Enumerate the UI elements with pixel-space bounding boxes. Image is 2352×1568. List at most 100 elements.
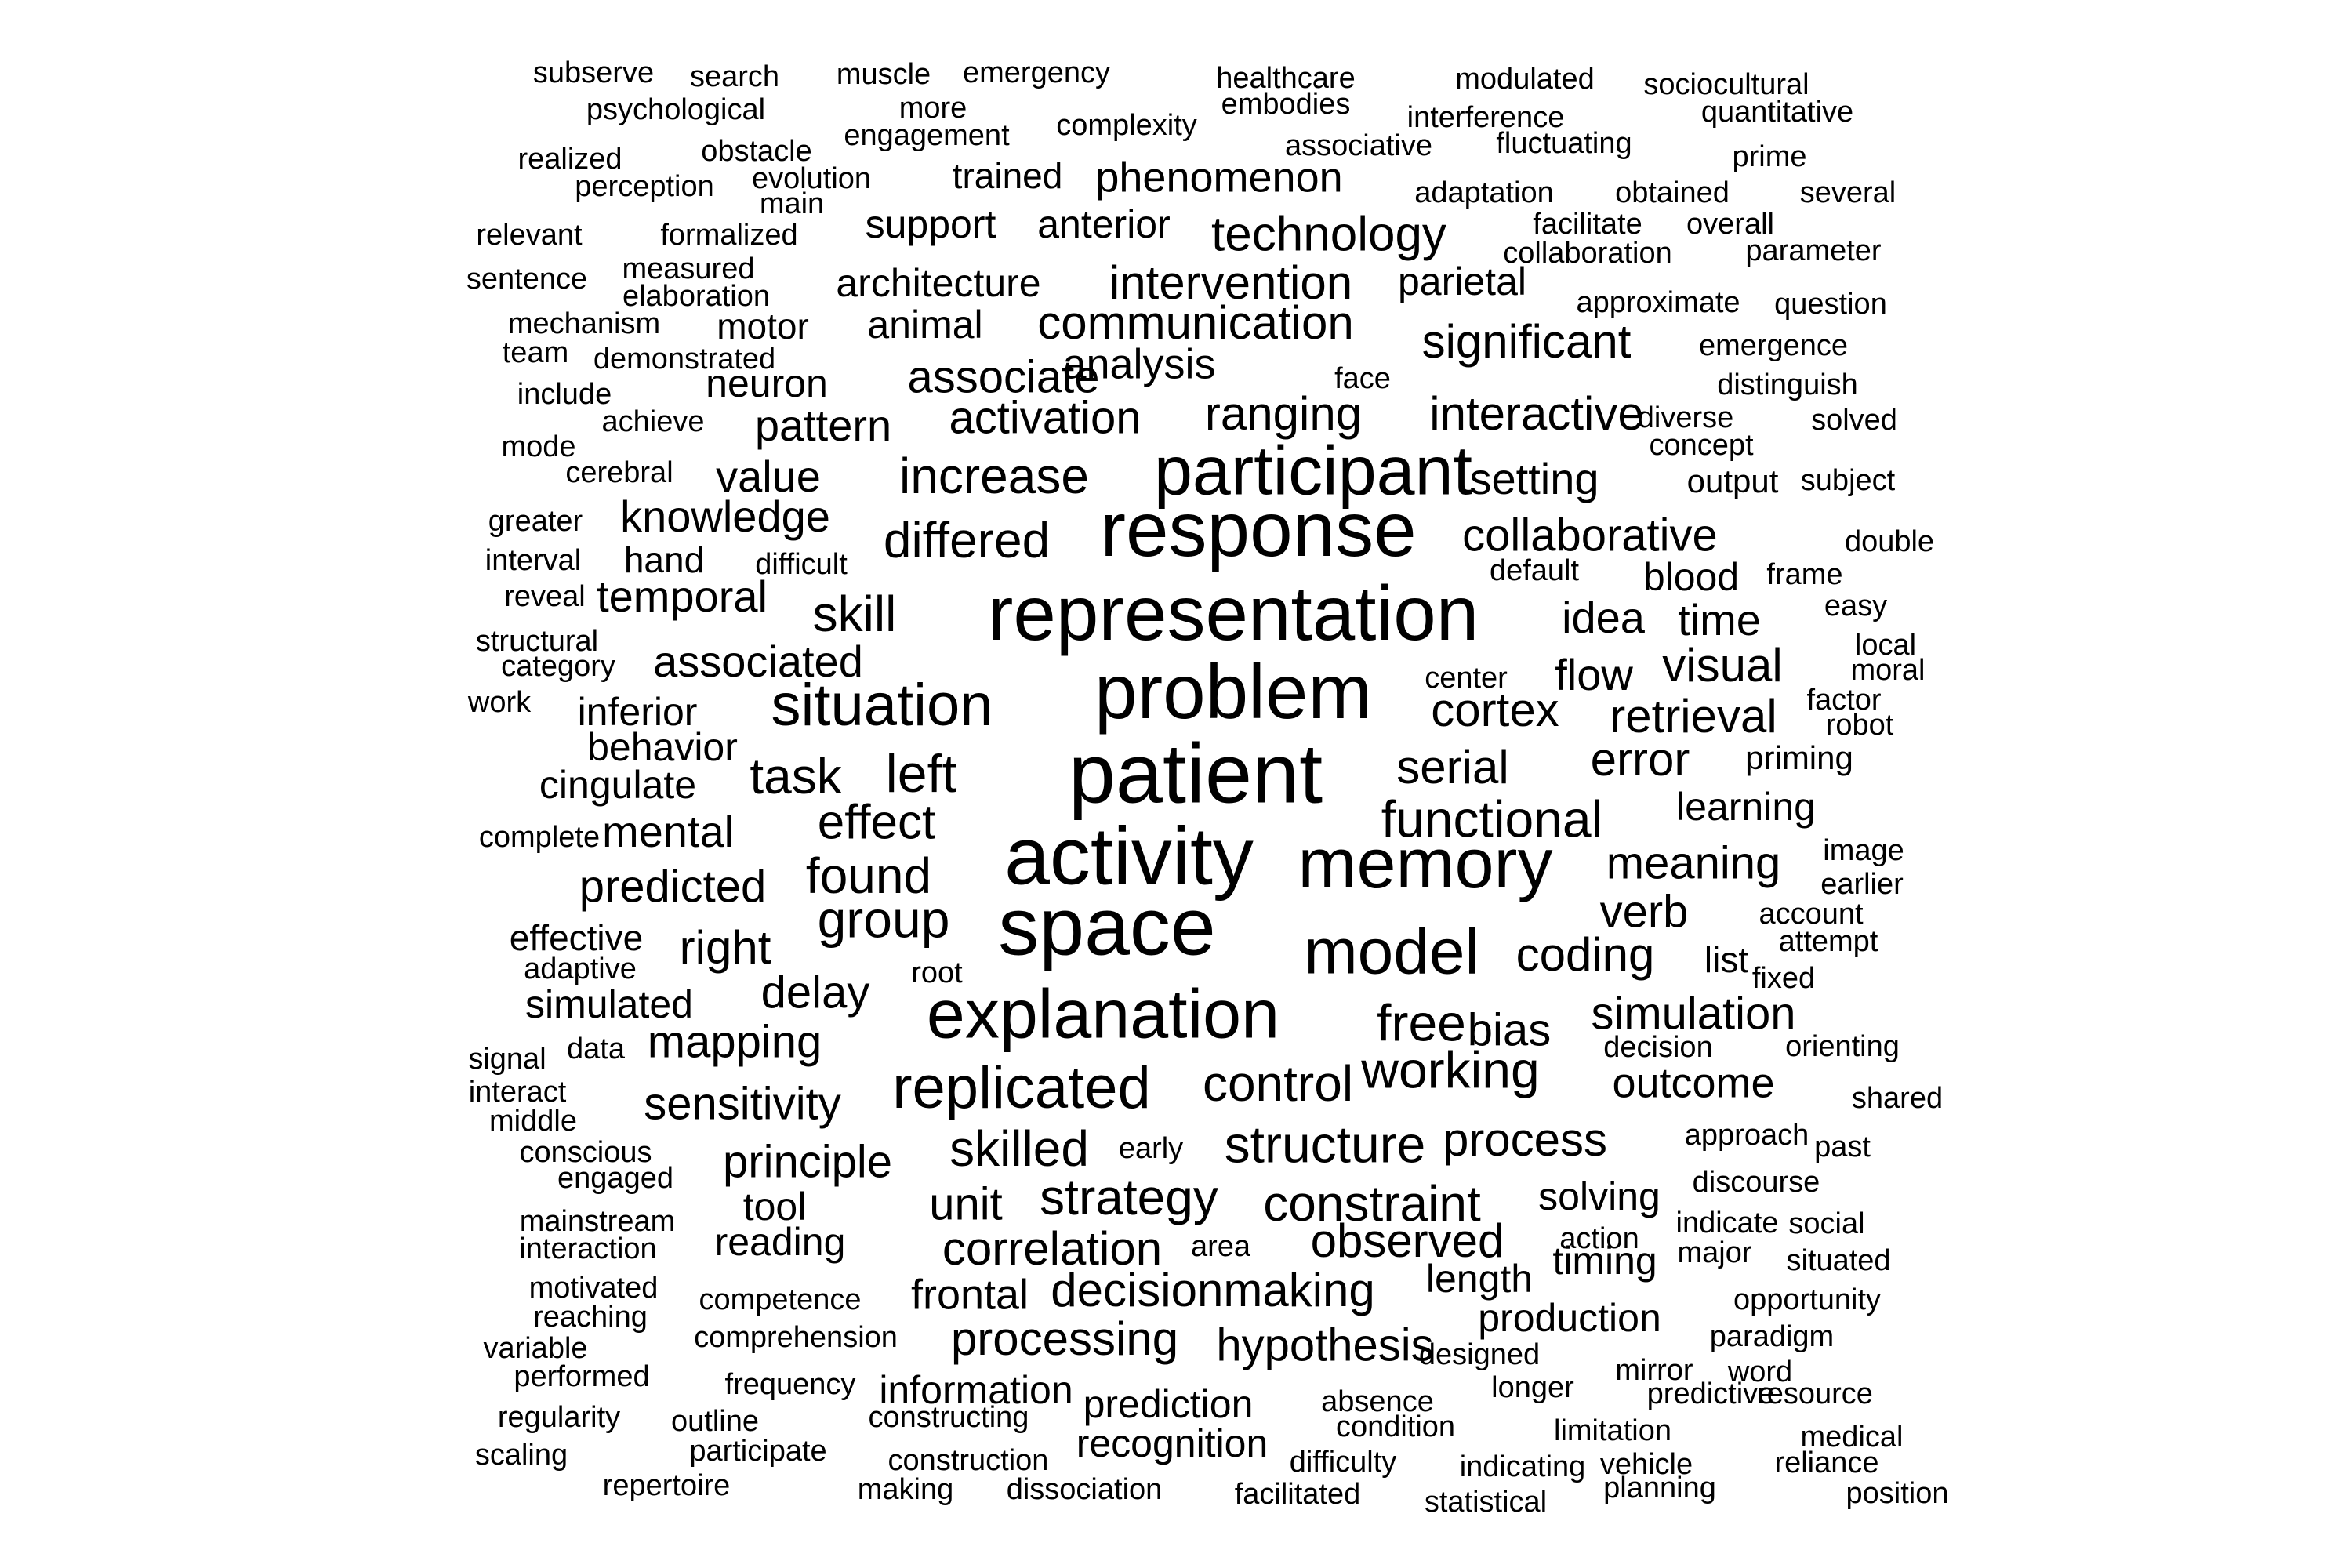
word-early: early bbox=[1119, 1132, 1183, 1165]
word-motor: motor bbox=[717, 306, 809, 347]
word-constructing: constructing bbox=[869, 1401, 1029, 1434]
word-variable: variable bbox=[483, 1332, 587, 1365]
word-structural: structural bbox=[476, 625, 598, 658]
word-frequency: frequency bbox=[725, 1368, 856, 1401]
word-animal: animal bbox=[867, 303, 982, 347]
word-elaboration: elaboration bbox=[622, 280, 770, 313]
word-factor: factor bbox=[1806, 684, 1881, 717]
word-bias: bias bbox=[1468, 1004, 1551, 1055]
word-processing: processing bbox=[951, 1312, 1178, 1365]
word-motivated: motivated bbox=[529, 1272, 659, 1305]
word-sociocultural: sociocultural bbox=[1643, 68, 1809, 101]
word-unit: unit bbox=[929, 1178, 1003, 1229]
word-cerebral: cerebral bbox=[565, 456, 673, 489]
word-statistical: statistical bbox=[1425, 1486, 1547, 1519]
word-subject: subject bbox=[1801, 464, 1896, 497]
word-engagement: engagement bbox=[844, 119, 1010, 152]
word-value: value bbox=[716, 452, 821, 501]
word-task: task bbox=[750, 748, 842, 804]
word-visual: visual bbox=[1662, 639, 1782, 691]
word-double: double bbox=[1845, 525, 1934, 558]
word-priming: priming bbox=[1745, 739, 1853, 776]
word-achieve: achieve bbox=[602, 405, 705, 438]
word-situated: situated bbox=[1786, 1244, 1890, 1277]
word-working: working bbox=[1360, 1040, 1539, 1098]
word-realized: realized bbox=[517, 143, 622, 176]
word-adaptive: adaptive bbox=[524, 953, 637, 985]
word-mode: mode bbox=[501, 430, 575, 463]
word-obtained: obtained bbox=[1615, 176, 1730, 209]
word-diverse: diverse bbox=[1638, 401, 1734, 434]
word-question: question bbox=[1774, 288, 1887, 321]
word-support: support bbox=[866, 202, 996, 246]
word-strategy: strategy bbox=[1040, 1169, 1218, 1225]
word-hand: hand bbox=[624, 539, 704, 580]
word-functional: functional bbox=[1381, 789, 1603, 848]
word-trained: trained bbox=[953, 155, 1063, 196]
word-distinguish: distinguish bbox=[1717, 368, 1858, 401]
word-quantitative: quantitative bbox=[1701, 96, 1853, 129]
word-explanation: explanation bbox=[927, 975, 1279, 1052]
word-space: space bbox=[998, 881, 1216, 972]
word-complete: complete bbox=[479, 821, 600, 854]
word-increase: increase bbox=[899, 448, 1089, 504]
word-orienting: orienting bbox=[1785, 1030, 1900, 1063]
word-solved: solved bbox=[1811, 404, 1897, 437]
word-observed: observed bbox=[1311, 1214, 1504, 1267]
word-comprehension: comprehension bbox=[694, 1321, 898, 1354]
word-response: response bbox=[1100, 486, 1416, 572]
word-principle: principle bbox=[723, 1136, 892, 1187]
word-several: several bbox=[1800, 176, 1896, 209]
word-designed: designed bbox=[1419, 1338, 1540, 1371]
word-mental: mental bbox=[602, 807, 734, 856]
word-middle: middle bbox=[489, 1105, 577, 1138]
word-skill: skill bbox=[813, 586, 897, 642]
word-opportunity: opportunity bbox=[1733, 1283, 1881, 1316]
word-shared: shared bbox=[1852, 1082, 1943, 1115]
word-learning: learning bbox=[1676, 785, 1816, 829]
word-architecture: architecture bbox=[836, 261, 1040, 305]
word-adaptation: adaptation bbox=[1414, 176, 1554, 209]
word-regularity: regularity bbox=[498, 1401, 620, 1434]
word-data: data bbox=[567, 1033, 626, 1065]
word-recognition: recognition bbox=[1076, 1421, 1269, 1465]
word-mainstream: mainstream bbox=[520, 1205, 676, 1238]
word-approach: approach bbox=[1685, 1119, 1809, 1152]
word-anterior: anterior bbox=[1037, 202, 1171, 246]
word-analysis: analysis bbox=[1062, 340, 1215, 387]
word-repertoire: repertoire bbox=[603, 1469, 731, 1502]
word-solving: solving bbox=[1538, 1174, 1661, 1218]
word-measured: measured bbox=[622, 252, 755, 285]
word-cingulate: cingulate bbox=[539, 763, 696, 807]
word-replicated: replicated bbox=[892, 1054, 1151, 1121]
word-associated: associated bbox=[653, 637, 863, 686]
word-behavior: behavior bbox=[587, 725, 738, 769]
word-representation: representation bbox=[988, 570, 1479, 656]
word-simulation: simulation bbox=[1591, 988, 1795, 1039]
word-participant: participant bbox=[1154, 431, 1472, 509]
word-perception: perception bbox=[575, 170, 713, 203]
word-more: more bbox=[899, 92, 967, 125]
word-work: work bbox=[467, 686, 532, 719]
word-major: major bbox=[1677, 1236, 1751, 1269]
word-vehicle: vehicle bbox=[1600, 1448, 1693, 1481]
word-action: action bbox=[1559, 1222, 1639, 1255]
word-interference: interference bbox=[1407, 101, 1565, 134]
word-competence: competence bbox=[699, 1283, 861, 1316]
word-intervention: intervention bbox=[1109, 256, 1352, 309]
word-serial: serial bbox=[1396, 741, 1508, 793]
word-discourse: discourse bbox=[1693, 1166, 1820, 1199]
word-modulated: modulated bbox=[1455, 63, 1594, 96]
word-emergence: emergence bbox=[1699, 329, 1848, 362]
word-tool: tool bbox=[743, 1185, 807, 1229]
word-center: center bbox=[1425, 662, 1508, 695]
word-skilled: skilled bbox=[949, 1120, 1089, 1177]
word-evolution: evolution bbox=[752, 162, 871, 195]
word-moral: moral bbox=[1850, 654, 1925, 687]
word-category: category bbox=[501, 650, 615, 683]
word-effective: effective bbox=[510, 917, 643, 958]
word-local: local bbox=[1855, 629, 1916, 662]
word-fixed: fixed bbox=[1752, 962, 1815, 995]
word-root: root bbox=[911, 956, 963, 989]
